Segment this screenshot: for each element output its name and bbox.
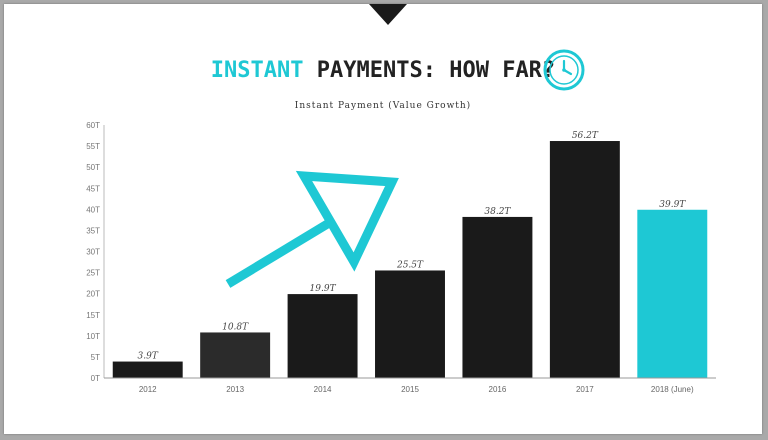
- y-tick-label: 25T: [86, 269, 100, 278]
- slide: INSTANT PAYMENTS: HOW FAR? Instant Payme…: [4, 4, 762, 434]
- x-axis: 2012 2013 2014 2015 2016 2017 2018 (June): [104, 377, 716, 394]
- title-accent: INSTANT: [210, 58, 304, 83]
- bars: [112, 141, 708, 378]
- x-tick-label: 2018 (June): [651, 385, 694, 394]
- bar: [375, 270, 445, 378]
- bar: [287, 294, 358, 378]
- bar: [637, 209, 708, 378]
- y-tick-label: 55T: [86, 142, 100, 151]
- y-tick-label: 60T: [86, 121, 100, 130]
- y-tick-label: 5T: [91, 353, 100, 362]
- slide-notch: [369, 4, 407, 25]
- page-title: INSTANT PAYMENTS: HOW FAR?: [4, 58, 762, 83]
- data-label: 19.9T: [310, 284, 337, 294]
- chart-title: Instant Payment (Value Growth): [294, 101, 472, 111]
- bar-chart: 0T 5T 10T 15T 20T 25T 30T 35T 40T 45T 50T 55T 60T 3.…: [86, 121, 716, 394]
- x-tick-label: 2012: [139, 385, 157, 394]
- data-label: 56.2T: [572, 131, 599, 141]
- data-label: 38.2T: [484, 207, 511, 217]
- data-label: 10.8T: [222, 322, 249, 332]
- x-tick-label: 2014: [314, 385, 332, 394]
- x-tick-label: 2015: [401, 385, 419, 394]
- x-tick-label: 2017: [576, 385, 594, 394]
- y-tick-label: 10T: [86, 332, 100, 341]
- x-tick-label: 2013: [226, 385, 244, 394]
- data-label: 39.9T: [659, 200, 686, 210]
- data-label: 3.9T: [138, 352, 159, 362]
- data-label: 25.5T: [396, 260, 424, 270]
- clock-icon: [543, 49, 585, 91]
- y-tick-label: 0T: [91, 374, 100, 383]
- y-tick-label: 40T: [86, 205, 100, 214]
- data-labels: 3.9T 10.8T 19.9T 25.5T 38.2T 56.2T 39.9T: [138, 131, 687, 362]
- x-tick-label: 2016: [489, 385, 507, 394]
- growth-arrow-icon: [225, 170, 399, 288]
- y-tick-label: 50T: [86, 163, 100, 172]
- y-tick-label: 35T: [86, 226, 100, 235]
- y-axis: 0T 5T 10T 15T 20T 25T 30T 35T 40T 45T 50T 55T 60T: [86, 121, 105, 383]
- bar: [462, 216, 533, 378]
- y-tick-label: 20T: [86, 290, 100, 299]
- y-tick-label: 45T: [86, 184, 100, 193]
- y-tick-label: 30T: [86, 248, 100, 257]
- bar: [112, 361, 183, 378]
- title-rest: PAYMENTS: HOW FAR?: [303, 58, 556, 83]
- bar: [200, 332, 271, 378]
- y-tick-label: 15T: [86, 311, 100, 320]
- bar: [549, 141, 620, 378]
